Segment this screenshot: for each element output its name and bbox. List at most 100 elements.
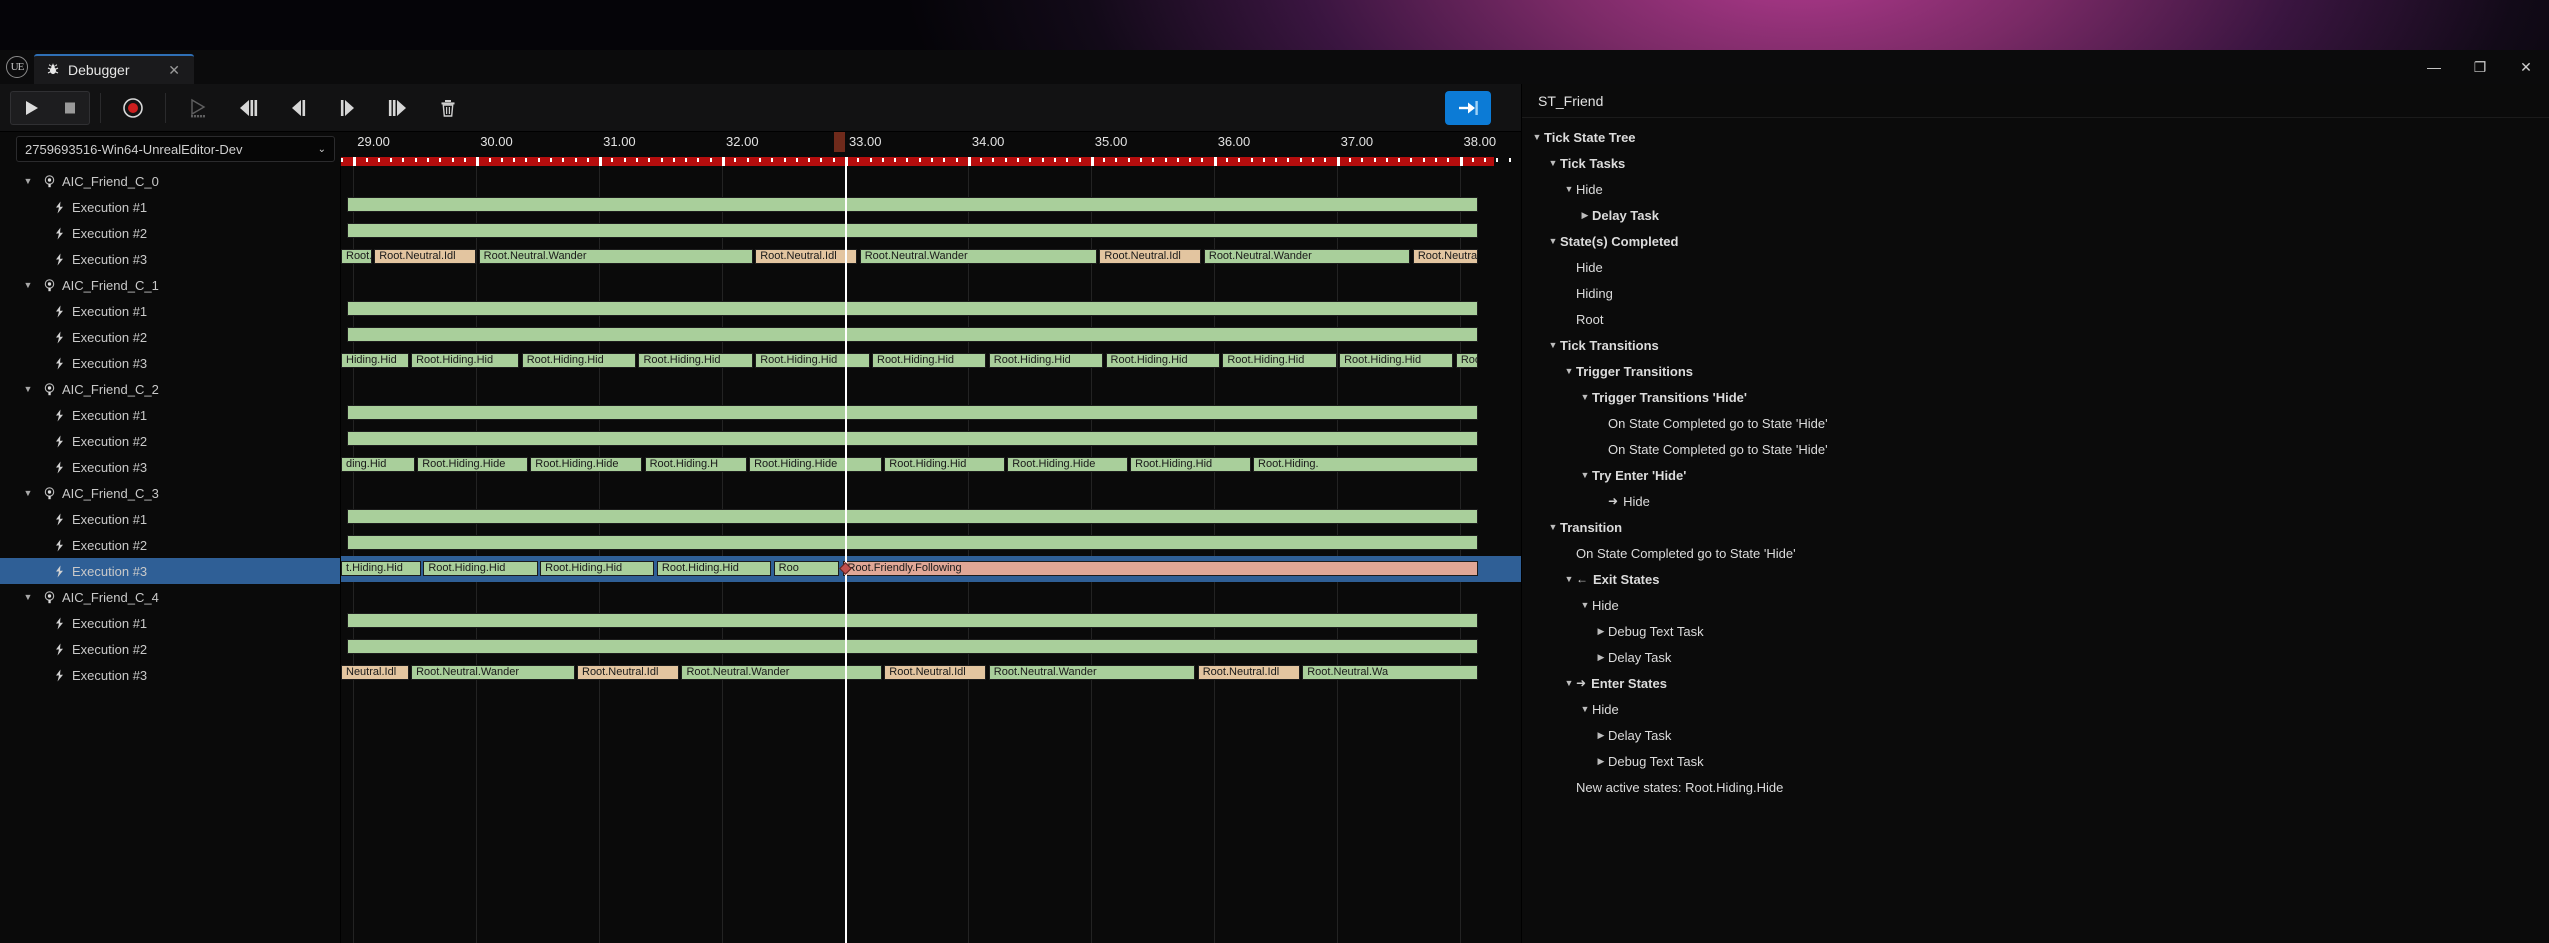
collapse-arrow-icon[interactable]: ▼ [1564, 678, 1574, 688]
maximize-button[interactable]: ❐ [2473, 58, 2487, 75]
track-segment[interactable]: Root.Neutral.Wander [341, 249, 372, 264]
track-row[interactable] [341, 634, 1521, 660]
expand-arrow-icon[interactable]: ▶ [1597, 729, 1605, 740]
track-row[interactable] [341, 426, 1521, 452]
track-bar[interactable] [347, 613, 1478, 628]
track-segment[interactable]: Root.Hiding.Hid [1105, 353, 1220, 368]
outline-row[interactable]: ▼ Hide [1522, 696, 2549, 722]
collapse-arrow-icon[interactable]: ▼ [1580, 704, 1590, 714]
tree-group-AIC_Friend_C_4[interactable]: ▼ AIC_Friend_C_4 [0, 584, 340, 610]
track-segment[interactable]: Roo [773, 561, 839, 576]
track-bar[interactable] [347, 327, 1478, 342]
tab-debugger[interactable]: Debugger ✕ [34, 54, 194, 84]
track-segment[interactable]: Root.Hiding.Hid [884, 457, 1005, 472]
track-segment[interactable]: Root.Hiding.Hid [1339, 353, 1454, 368]
outline-row[interactable]: ·Root [1522, 306, 2549, 332]
track-segment[interactable]: Root.Neutral.Wander [681, 665, 882, 680]
outline-row[interactable]: ·On State Completed go to State 'Hide' [1522, 540, 2549, 566]
tree-group-AIC_Friend_C_1[interactable]: ▼ AIC_Friend_C_1 [0, 272, 340, 298]
outline-row[interactable]: ▼ Tick State Tree [1522, 124, 2549, 150]
collapse-arrow-icon[interactable]: ▼ [1564, 366, 1574, 376]
track-bar[interactable] [347, 535, 1478, 550]
outline-row[interactable]: ▼ Trigger Transitions [1522, 358, 2549, 384]
track-segment[interactable]: Root.Hiding.Hid [540, 561, 655, 576]
track-segment[interactable]: Root.Hiding.Hid [1130, 457, 1251, 472]
outline-row[interactable]: ▼ Tick Transitions [1522, 332, 2549, 358]
track-row[interactable]: Hiding.Hid Root.Hiding.Hid Root.Hiding.Hid… [341, 348, 1521, 374]
outline-row[interactable]: ·Hiding [1522, 280, 2549, 306]
outline-row[interactable]: ▼ Tick Tasks [1522, 150, 2549, 176]
track-bar[interactable] [347, 509, 1478, 524]
track-segment[interactable]: Root.Hiding.Hid [521, 353, 636, 368]
tree-item-execution[interactable]: Execution #2 [0, 220, 340, 246]
outline-row[interactable]: ·On State Completed go to State 'Hide' [1522, 410, 2549, 436]
collapse-arrow-icon[interactable]: ▼ [1580, 600, 1590, 610]
track-segment[interactable]: Root.Hiding.Hid [988, 353, 1104, 368]
track-segment[interactable]: Root.Neutral.Idl [884, 665, 987, 680]
outline-row[interactable]: ▼ Trigger Transitions 'Hide' [1522, 384, 2549, 410]
expand-arrow-icon[interactable]: ▼ [23, 488, 33, 498]
track-segment[interactable]: Root.Friendly.Following [842, 561, 1478, 576]
collapse-arrow-icon[interactable]: ▼ [1548, 340, 1558, 350]
track-bar[interactable] [347, 639, 1478, 654]
goto-end-button[interactable] [1445, 91, 1491, 125]
record-button[interactable] [111, 91, 155, 125]
tree-item-execution[interactable]: Execution #1 [0, 298, 340, 324]
close-icon[interactable]: ✕ [168, 61, 180, 78]
track-row[interactable]: t.Hiding.Hid Root.Hiding.Hid Root.Hiding.H… [341, 556, 1521, 582]
outline-row[interactable]: ▶ Debug Text Task [1522, 618, 2549, 644]
track-segment[interactable]: Root.Hiding. [1253, 457, 1478, 472]
track-row[interactable] [341, 530, 1521, 556]
outline-row[interactable]: ▼ Hide [1522, 592, 2549, 618]
expand-arrow-icon[interactable]: ▶ [1597, 651, 1605, 662]
tree-group-AIC_Friend_C_0[interactable]: ▼ AIC_Friend_C_0 [0, 168, 340, 194]
outline-row[interactable]: ▼ Transition [1522, 514, 2549, 540]
track-segment[interactable]: Root.Hiding.Hid [411, 353, 520, 368]
track-row[interactable] [341, 218, 1521, 244]
track-bar[interactable] [347, 223, 1478, 238]
track-segment[interactable]: Root.Neutral.Wander [859, 249, 1097, 264]
tree-item-execution[interactable]: Execution #3 [0, 662, 340, 688]
outline-row[interactable]: ▶ Debug Text Task [1522, 748, 2549, 774]
track-row[interactable] [341, 296, 1521, 322]
track-segment[interactable]: Root.Neutral.Idl [755, 249, 858, 264]
tree-item-execution[interactable]: Execution #1 [0, 506, 340, 532]
track-segment[interactable]: t.Hiding.Hid [341, 561, 421, 576]
expand-arrow-icon[interactable]: ▼ [23, 592, 33, 602]
collapse-arrow-icon[interactable]: ▼ [1564, 184, 1574, 194]
tree-item-execution[interactable]: Execution #3 [0, 246, 340, 272]
playhead[interactable] [844, 166, 847, 943]
track-segment[interactable]: Root.Neutral.Wa [1302, 665, 1478, 680]
track-row[interactable] [341, 192, 1521, 218]
track-segment[interactable]: Root.Neutral.Idl [577, 665, 680, 680]
collapse-arrow-icon[interactable]: ▼ [1564, 574, 1574, 584]
track-bar[interactable] [347, 405, 1478, 420]
track-segment[interactable]: Root.Hidin [1455, 353, 1478, 368]
outline-row[interactable]: ▶ Delay Task [1522, 722, 2549, 748]
close-button[interactable]: ✕ [2520, 58, 2532, 75]
collapse-arrow-icon[interactable]: ▼ [1580, 470, 1590, 480]
track-segment[interactable]: Neutral.Idl [341, 665, 409, 680]
expand-arrow-icon[interactable]: ▼ [23, 176, 33, 186]
tree-item-execution[interactable]: Execution #2 [0, 428, 340, 454]
track-segment[interactable]: Root.Hiding.Hid [755, 353, 870, 368]
track-bar[interactable] [347, 431, 1478, 446]
track-segment[interactable]: Root.Neutral.Idl [374, 249, 477, 264]
track-segment[interactable]: Root.Neutral.Idl [1099, 249, 1202, 264]
collapse-arrow-icon[interactable]: ▼ [1548, 236, 1558, 246]
stop-button[interactable] [50, 90, 90, 125]
outline-row[interactable]: ▼ Try Enter 'Hide' [1522, 462, 2549, 488]
track-segment[interactable]: Root.Hiding.Hide [749, 457, 882, 472]
track-segment[interactable]: Root.Hiding.Hide [1007, 457, 1128, 472]
play-button[interactable] [10, 90, 50, 125]
tree-item-execution[interactable]: Execution #2 [0, 532, 340, 558]
track-segment[interactable]: Root.Hiding.Hide [530, 457, 643, 472]
track-grid[interactable]: Root.Neutral.WanderRoot.Neutral.IdlRoot.… [341, 166, 1521, 943]
expand-arrow-icon[interactable]: ▶ [1581, 209, 1589, 220]
track-row[interactable]: ding.Hid Root.Hiding.Hide Root.Hiding.Hide… [341, 452, 1521, 478]
track-row[interactable] [341, 400, 1521, 426]
outline-row[interactable]: ·New active states: Root.Hiding.Hide [1522, 774, 2549, 800]
track-segment[interactable]: Root.Neutral.Wander [478, 249, 753, 264]
tree-item-execution[interactable]: Execution #1 [0, 610, 340, 636]
track-segment[interactable]: Root.Hiding.Hid [638, 353, 753, 368]
